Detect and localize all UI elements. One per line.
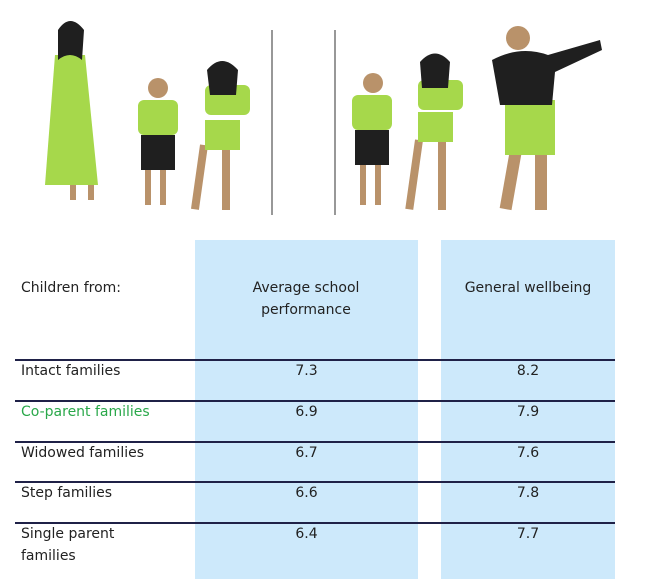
row-divider bbox=[15, 440, 615, 443]
row-divider bbox=[15, 522, 615, 525]
column-header: Average school performance bbox=[252, 280, 360, 318]
row-divider bbox=[15, 399, 615, 402]
cell-value: 6.4 bbox=[295, 526, 318, 543]
cell-value: 6.7 bbox=[295, 444, 318, 461]
row-label: Widowed families bbox=[21, 444, 144, 461]
cell-value: 7.3 bbox=[295, 363, 318, 379]
row-label: Co-parent families bbox=[21, 403, 150, 420]
cell-value: 7.6 bbox=[516, 444, 540, 461]
cell-value: 7.8 bbox=[516, 485, 540, 502]
illustration bbox=[45, 21, 602, 215]
cell-value: 6.6 bbox=[295, 485, 318, 502]
cell-value: 8.2 bbox=[516, 363, 540, 379]
row-label: Step families bbox=[21, 485, 113, 502]
row-divider bbox=[15, 481, 615, 484]
column-header: Children from: bbox=[21, 280, 121, 296]
row-label: Single parent families bbox=[21, 526, 115, 565]
cell-value: 7.9 bbox=[516, 403, 540, 420]
row-divider bbox=[15, 359, 615, 361]
column-header: General wellbeing bbox=[464, 280, 592, 296]
cell-value: 6.9 bbox=[295, 403, 318, 420]
cell-value: 7.7 bbox=[516, 526, 540, 543]
row-label: Intact families bbox=[21, 363, 121, 379]
